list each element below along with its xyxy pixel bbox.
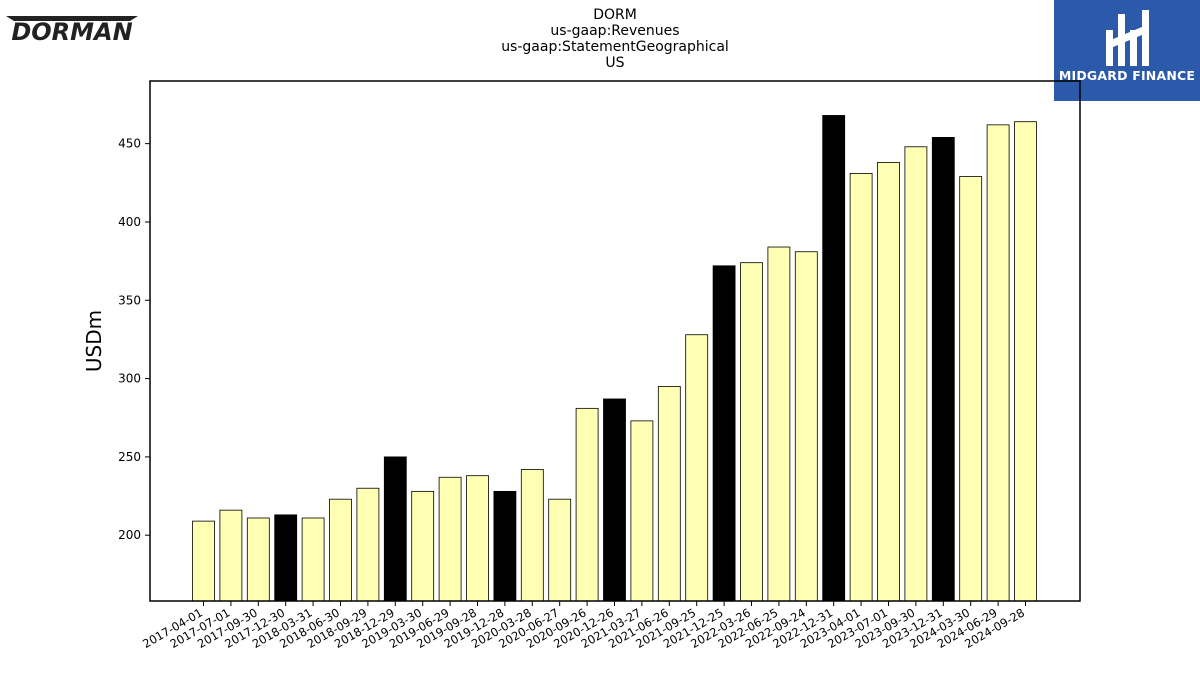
- midgard-finance-emblem: [1106, 10, 1149, 70]
- midgard-finance-text: MIDGARD FINANCE: [1058, 68, 1196, 83]
- bar-2022-09-24: [794, 251, 818, 602]
- bar-2017-07-01: [219, 509, 243, 602]
- bar-2018-06-30: [329, 498, 352, 602]
- bar-2019-09-28: [466, 475, 489, 602]
- dorman-logo: DORMAN: [6, 14, 140, 48]
- bar-2019-06-29: [438, 476, 462, 602]
- bar-2021-03-27: [630, 420, 654, 602]
- bar-2022-03-26: [740, 262, 763, 602]
- chart-title-line-4: US: [605, 55, 625, 71]
- bar-2017-04-01: [192, 520, 215, 602]
- dorman-logo-text: DORMAN: [11, 18, 132, 44]
- bar-2021-12-25: [712, 265, 736, 602]
- bar-2019-03-30: [411, 490, 435, 602]
- bar-2023-07-01: [877, 162, 900, 602]
- chart-title-line-3: us-gaap:StatementGeographical: [501, 39, 729, 55]
- bar-2018-09-29: [356, 487, 380, 602]
- bar-2018-03-31: [301, 517, 325, 602]
- bar-2020-03-28: [520, 469, 544, 602]
- chart-title-line-1: DORM: [593, 7, 637, 23]
- bar-2024-03-30: [959, 176, 983, 602]
- dorman-logo-graphic: DORMAN: [6, 16, 138, 46]
- bar-2021-06-26: [657, 386, 681, 602]
- plot-frame: [149, 80, 1081, 602]
- bar-2022-06-25: [767, 246, 791, 602]
- chart-title-line-2: us-gaap:Revenues: [550, 23, 680, 39]
- bar-2019-12-28: [493, 490, 517, 602]
- bar-2018-12-29: [383, 456, 407, 602]
- y-tick-label: 400: [118, 215, 141, 229]
- bar-2023-04-01: [849, 173, 873, 602]
- bar-2024-06-29: [986, 124, 1010, 602]
- bar-2022-12-31: [822, 115, 846, 602]
- bar-2023-12-31: [931, 136, 955, 602]
- bar-2017-12-30: [274, 514, 298, 602]
- y-tick-label: 350: [118, 293, 141, 307]
- y-tick-label: 300: [118, 372, 141, 386]
- bar-2020-06-27: [548, 498, 572, 602]
- y-tick-label: 200: [118, 528, 141, 542]
- bar-2023-09-30: [904, 146, 928, 602]
- midgard-finance-logo: MIDGARD FINANCE: [1054, 0, 1200, 101]
- y-tick-label: 450: [118, 137, 141, 151]
- bar-2020-09-26: [575, 407, 599, 602]
- bar-2020-12-26: [603, 398, 626, 602]
- bar-2024-09-28: [1014, 121, 1037, 602]
- bar-2017-09-30: [246, 517, 270, 602]
- bar-2021-09-25: [685, 334, 709, 602]
- y-tick-label: 250: [118, 450, 141, 464]
